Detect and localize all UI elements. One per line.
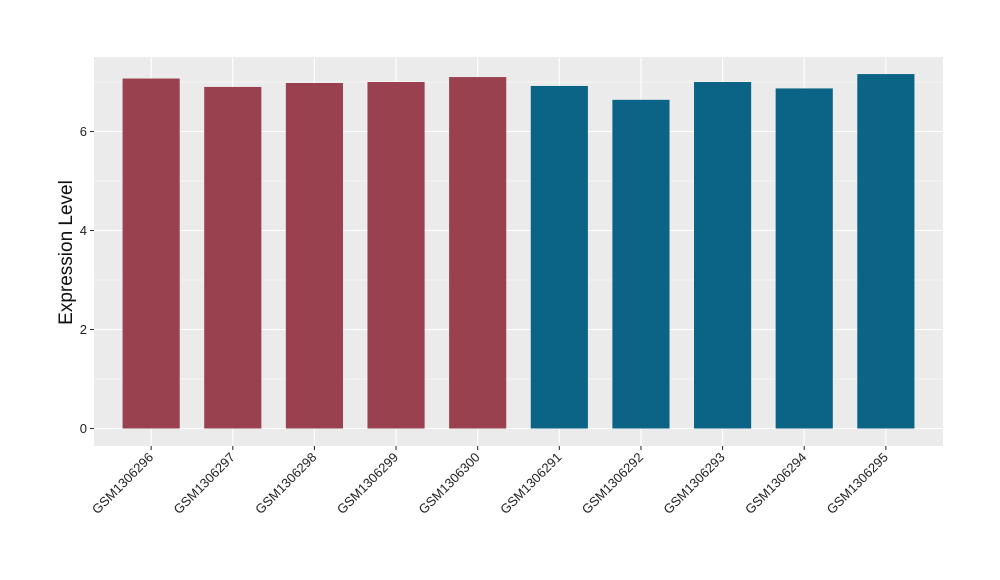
- y-tick-label: 0: [80, 421, 87, 436]
- y-axis-title: Expression Level: [56, 180, 77, 325]
- x-tick-label: GSM1306293: [660, 450, 727, 517]
- x-tick-label: GSM1306294: [742, 450, 809, 517]
- bar-GSM1306295: [857, 74, 915, 429]
- bar-GSM1306297: [204, 86, 262, 429]
- x-tick-label: GSM1306298: [252, 450, 319, 517]
- x-tick-label: GSM1306291: [497, 450, 564, 517]
- x-tick-label: GSM1306296: [89, 450, 156, 517]
- y-axis: 0 2 4 6: [80, 124, 94, 436]
- x-axis: GSM1306296 GSM1306297 GSM1306298 GSM1306299…: [89, 446, 891, 517]
- y-tick-label: 6: [80, 124, 87, 139]
- bar-GSM1306299: [367, 82, 425, 429]
- bar-GSM1306294: [775, 88, 833, 429]
- x-tick-label: GSM1306295: [824, 450, 891, 517]
- bar-GSM1306296: [122, 78, 180, 429]
- x-tick-label: GSM1306299: [334, 450, 401, 517]
- bar-GSM1306292: [612, 99, 670, 429]
- x-tick-label: GSM1306292: [579, 450, 646, 517]
- bar-GSM1306293: [694, 82, 752, 429]
- bar-GSM1306298: [285, 82, 343, 429]
- bars-group: [122, 74, 915, 429]
- x-tick-label: GSM1306297: [171, 450, 238, 517]
- x-tick-label: GSM1306300: [415, 450, 482, 517]
- bar-GSM1306291: [530, 85, 588, 429]
- bar-GSM1306300: [449, 77, 507, 429]
- y-tick-label: 2: [80, 322, 87, 337]
- y-tick-label: 4: [80, 223, 87, 238]
